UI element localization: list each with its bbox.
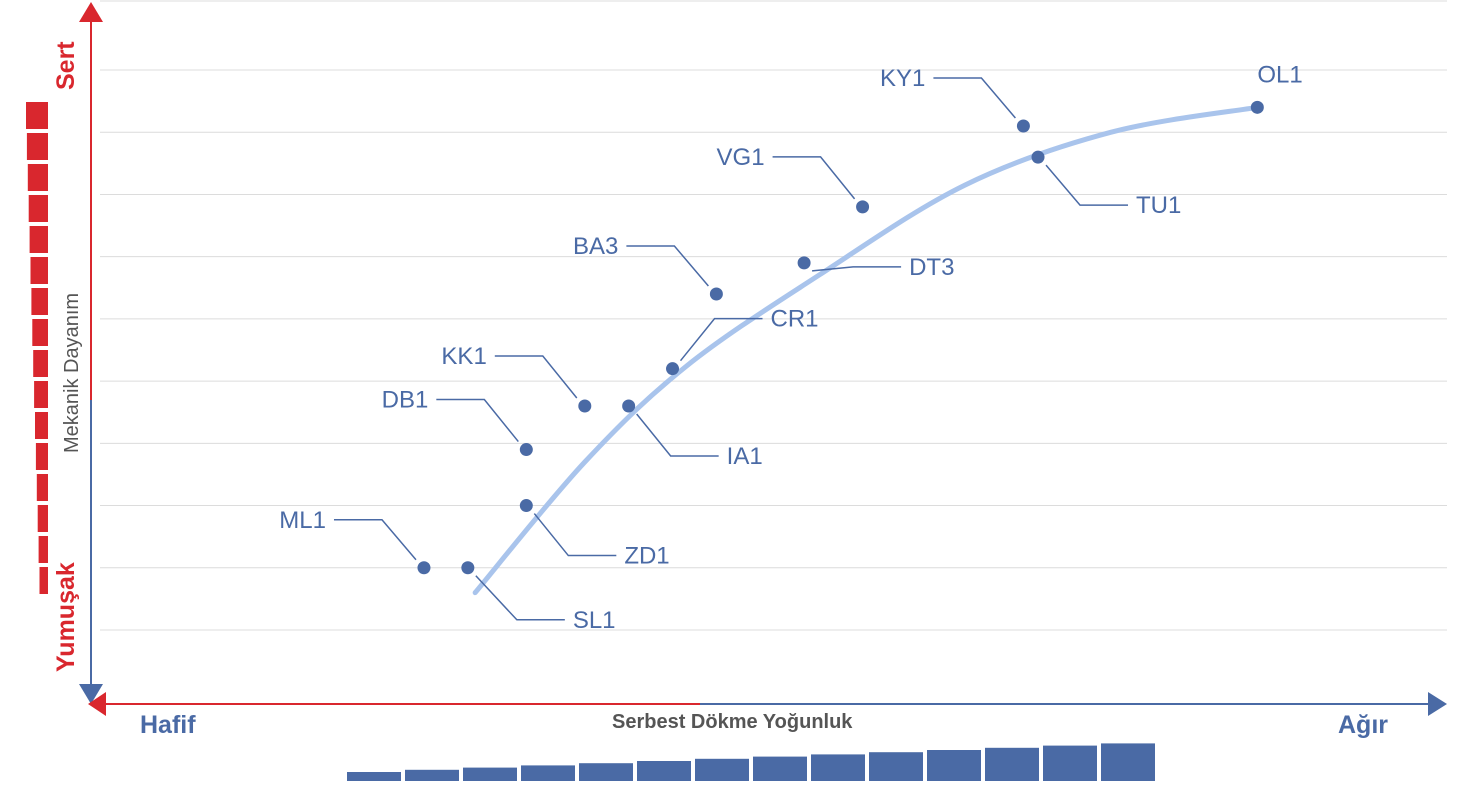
grid-lines bbox=[100, 0, 1447, 631]
y-scale-bar bbox=[26, 102, 48, 129]
x-scale-bar bbox=[463, 767, 517, 781]
point-dt3: DT3 bbox=[797, 254, 954, 281]
x-density-scale-bars bbox=[347, 743, 1155, 781]
y-scale-bar bbox=[30, 257, 48, 284]
point-vg1: VG1 bbox=[717, 144, 870, 214]
y-axis-down-arrow bbox=[79, 684, 103, 704]
x-scale-bar bbox=[405, 769, 459, 781]
y-scale-bar bbox=[26, 133, 48, 160]
point-marker bbox=[709, 287, 723, 301]
y-scale-bar bbox=[37, 505, 48, 532]
leader-line bbox=[626, 245, 709, 287]
point-label: KY1 bbox=[880, 65, 925, 92]
leader-line bbox=[812, 266, 902, 272]
y-scale-bar bbox=[34, 381, 48, 408]
point-marker bbox=[417, 561, 431, 575]
x-low-label: Hafif bbox=[140, 711, 196, 739]
x-scale-bar bbox=[811, 754, 865, 781]
x-scale-bar bbox=[637, 761, 691, 781]
leader-line bbox=[533, 513, 617, 557]
x-scale-bar bbox=[869, 752, 923, 781]
x-scale-bar bbox=[753, 756, 807, 781]
point-label: CR1 bbox=[771, 306, 819, 333]
y-strength-scale-bars bbox=[26, 102, 48, 594]
point-label: ML1 bbox=[279, 507, 326, 534]
leader-line bbox=[1045, 164, 1129, 206]
point-ia1: IA1 bbox=[622, 399, 763, 470]
y-axis-title: Mekanik Dayanım bbox=[61, 293, 83, 453]
leader-line bbox=[475, 575, 565, 621]
point-marker bbox=[622, 399, 636, 413]
point-sl1: SL1 bbox=[461, 561, 616, 634]
point-label: ZD1 bbox=[624, 543, 669, 570]
point-ml1: ML1 bbox=[279, 507, 431, 575]
trend-curve bbox=[472, 104, 1260, 596]
x-scale-bar bbox=[579, 763, 633, 781]
point-label: IA1 bbox=[727, 443, 763, 470]
point-zd1: ZD1 bbox=[519, 499, 670, 570]
point-marker bbox=[519, 443, 533, 457]
point-cr1: CR1 bbox=[666, 306, 819, 376]
y-low-label: Yumuşak bbox=[52, 562, 80, 672]
y-scale-bar bbox=[39, 567, 48, 594]
point-label: VG1 bbox=[717, 144, 765, 171]
leader-line bbox=[679, 317, 763, 362]
y-scale-bar bbox=[35, 443, 48, 470]
point-ky1: KY1 bbox=[880, 65, 1030, 133]
data-points: ML1 SL1 ZD1 DB1 KK1 IA1 CR1 BA3 DT3 VG1 KY1 TU1 OL1 bbox=[279, 61, 1302, 633]
point-label: DT3 bbox=[909, 254, 954, 281]
point-marker bbox=[578, 399, 592, 413]
x-axis-title: Serbest Dökme Yoğunluk bbox=[612, 711, 853, 733]
y-scale-bar bbox=[27, 164, 48, 191]
x-scale-bar bbox=[695, 758, 749, 781]
x-axis-right-arrow bbox=[1428, 692, 1447, 716]
point-label: DB1 bbox=[382, 387, 429, 414]
point-label: BA3 bbox=[573, 233, 618, 260]
y-scale-bar bbox=[35, 412, 48, 439]
point-marker bbox=[856, 200, 870, 214]
y-scale-bar bbox=[32, 319, 48, 346]
y-axis-up-arrow bbox=[79, 2, 103, 22]
point-db1: DB1 bbox=[382, 387, 533, 457]
point-label: OL1 bbox=[1257, 61, 1302, 88]
point-marker bbox=[797, 256, 811, 270]
point-marker bbox=[461, 561, 475, 575]
x-scale-bar bbox=[927, 750, 981, 781]
point-label: TU1 bbox=[1136, 192, 1181, 219]
point-label: KK1 bbox=[441, 343, 486, 370]
point-marker bbox=[666, 362, 680, 376]
x-high-label: Ağır bbox=[1338, 711, 1388, 739]
y-high-label: Sert bbox=[52, 41, 80, 90]
point-kk1: KK1 bbox=[441, 343, 592, 413]
leader-line bbox=[494, 355, 578, 399]
leader-line bbox=[636, 413, 719, 457]
x-scale-bar bbox=[1101, 743, 1155, 781]
point-ol1: OL1 bbox=[1250, 61, 1303, 114]
point-marker bbox=[1031, 150, 1045, 164]
point-marker bbox=[1250, 100, 1264, 114]
x-axis-left-arrow bbox=[88, 692, 106, 716]
x-scale-bar bbox=[1043, 745, 1097, 781]
x-scale-bar bbox=[521, 765, 575, 781]
point-tu1: TU1 bbox=[1031, 150, 1181, 219]
y-scale-bar bbox=[38, 536, 48, 563]
x-scale-bar bbox=[347, 772, 401, 781]
leader-line bbox=[933, 77, 1016, 119]
y-scale-bar bbox=[36, 474, 48, 501]
y-scale-bar bbox=[33, 350, 48, 377]
y-scale-bar bbox=[28, 195, 48, 222]
axes bbox=[79, 2, 1447, 716]
leader-line bbox=[333, 519, 417, 561]
leader-line bbox=[772, 156, 856, 200]
point-label: SL1 bbox=[573, 607, 616, 634]
point-marker bbox=[519, 499, 533, 513]
point-marker bbox=[1016, 119, 1030, 133]
point-ba3: BA3 bbox=[573, 233, 723, 301]
leader-line bbox=[436, 398, 519, 443]
x-scale-bar bbox=[985, 747, 1039, 781]
y-scale-bar bbox=[29, 226, 48, 253]
y-scale-bar bbox=[31, 288, 48, 315]
